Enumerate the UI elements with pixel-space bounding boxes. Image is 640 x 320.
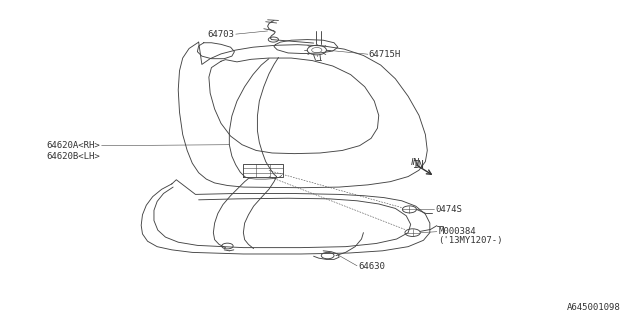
Text: 64715H: 64715H: [368, 50, 400, 59]
Text: 64620A<RH>: 64620A<RH>: [46, 141, 100, 150]
Text: ('13MY1207-): ('13MY1207-): [438, 236, 502, 245]
Text: 64630: 64630: [358, 262, 385, 271]
Text: 64620B<LH>: 64620B<LH>: [46, 152, 100, 161]
Text: 0474S: 0474S: [435, 205, 462, 214]
Text: A645001098: A645001098: [566, 303, 620, 312]
Text: IN: IN: [411, 158, 420, 167]
Text: M000384: M000384: [438, 227, 476, 236]
Text: 64703: 64703: [207, 30, 234, 39]
Text: IN: IN: [413, 160, 424, 170]
